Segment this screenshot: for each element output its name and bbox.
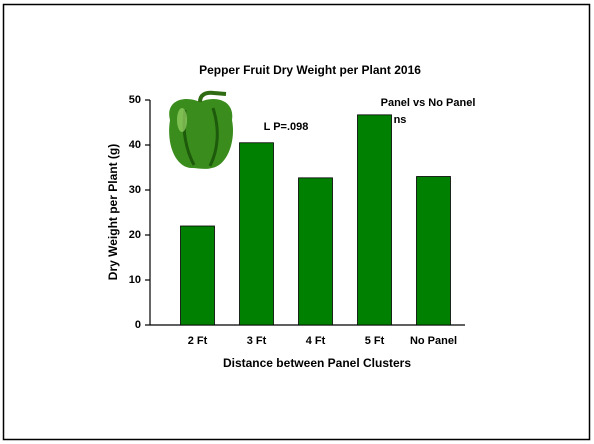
y-tick-label: 40	[129, 139, 141, 151]
pepper-image	[169, 90, 234, 169]
y-tick-label: 30	[129, 184, 141, 196]
annotation: ns	[394, 114, 407, 126]
chart-title: Pepper Fruit Dry Weight per Plant 2016	[199, 63, 421, 77]
x-tick-label: 5 Ft	[365, 335, 385, 347]
annotation: Panel vs No Panel	[381, 97, 476, 109]
x-tick-label: 4 Ft	[306, 335, 326, 347]
y-axis-label: Dry Weight per Plant (g)	[106, 144, 120, 280]
bar	[239, 142, 274, 326]
bar	[416, 176, 451, 326]
bar	[357, 114, 392, 326]
bar	[298, 177, 333, 326]
x-tick-label: No Panel	[410, 335, 457, 347]
x-tick-label: 2 Ft	[188, 335, 208, 347]
slide-border	[2, 3, 591, 441]
y-tick-label: 10	[129, 274, 141, 286]
x-axis-label: Distance between Panel Clusters	[223, 356, 411, 370]
y-tick-label: 50	[129, 94, 141, 106]
y-tick-label: 0	[135, 319, 141, 331]
bar	[180, 225, 215, 326]
x-tick-label: 3 Ft	[247, 335, 267, 347]
y-tick-label: 20	[129, 229, 141, 241]
annotation: L P=.098	[264, 121, 309, 133]
